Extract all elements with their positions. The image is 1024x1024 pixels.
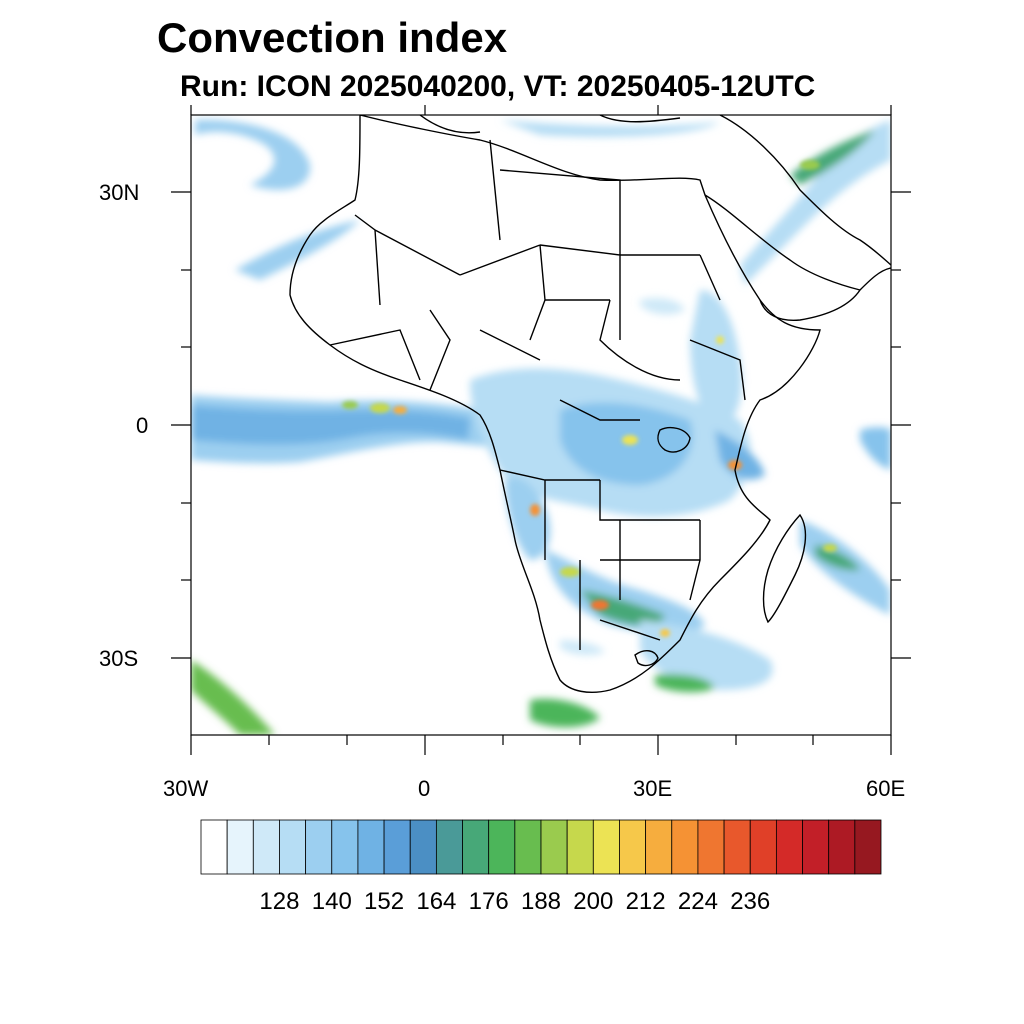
lat-label-30n: 30N: [99, 180, 140, 205]
colorbar-box: [462, 819, 490, 875]
colorbar-box: [200, 819, 228, 875]
lon-label-30w: 30W: [163, 776, 209, 801]
colorbar-box: [592, 819, 620, 875]
colorbar-box: [749, 819, 777, 875]
colorbar-box: [435, 819, 463, 875]
colorbar-box: [409, 819, 437, 875]
colorbar-box: [723, 819, 751, 875]
colorbar-box: [488, 819, 516, 875]
colorbar-box: [619, 819, 647, 875]
colorbar-label: 224: [677, 888, 718, 915]
colorbar-box: [566, 819, 594, 875]
colorbar-box: [279, 819, 307, 875]
lat-label-0: 0: [136, 413, 149, 438]
colorbar-label: 212: [625, 888, 666, 915]
colorbar-label: 152: [364, 888, 405, 915]
lon-label-0: 0: [418, 776, 431, 801]
colorbar-box: [305, 819, 333, 875]
colorbar: [200, 819, 882, 875]
colorbar-box: [331, 819, 359, 875]
lon-label-30e: 30E: [633, 776, 673, 801]
map-title: Convection index: [157, 14, 508, 61]
colorbar-label: 200: [573, 888, 614, 915]
colorbar-box: [540, 819, 568, 875]
colorbar-label: 128: [259, 888, 300, 915]
colorbar-label: 164: [416, 888, 457, 915]
colorbar-box: [775, 819, 803, 875]
colorbar-box: [357, 819, 385, 875]
tick-marks: [171, 105, 911, 755]
lon-label-60e: 60E: [866, 776, 906, 801]
map-subtitle: Run: ICON 2025040200, VT: 20250405-12UTC: [180, 70, 816, 103]
colorbar-box: [226, 819, 254, 875]
colorbar-box: [802, 819, 830, 875]
colorbar-box: [252, 819, 280, 875]
colorbar-box: [645, 819, 673, 875]
colorbar-box: [671, 819, 699, 875]
colorbar-label: 236: [730, 888, 771, 915]
colorbar-box: [828, 819, 856, 875]
lat-label-30s: 30S: [99, 646, 139, 671]
colorbar-label: 176: [468, 888, 509, 915]
colorbar-box: [383, 819, 411, 875]
convection-field: [191, 119, 891, 735]
colorbar-box: [514, 819, 542, 875]
colorbar-box: [697, 819, 725, 875]
colorbar-label: 188: [520, 888, 562, 915]
colorbar-box: [854, 819, 882, 875]
coastlines-borders: [289, 115, 891, 693]
colorbar-label: 140: [311, 888, 352, 915]
